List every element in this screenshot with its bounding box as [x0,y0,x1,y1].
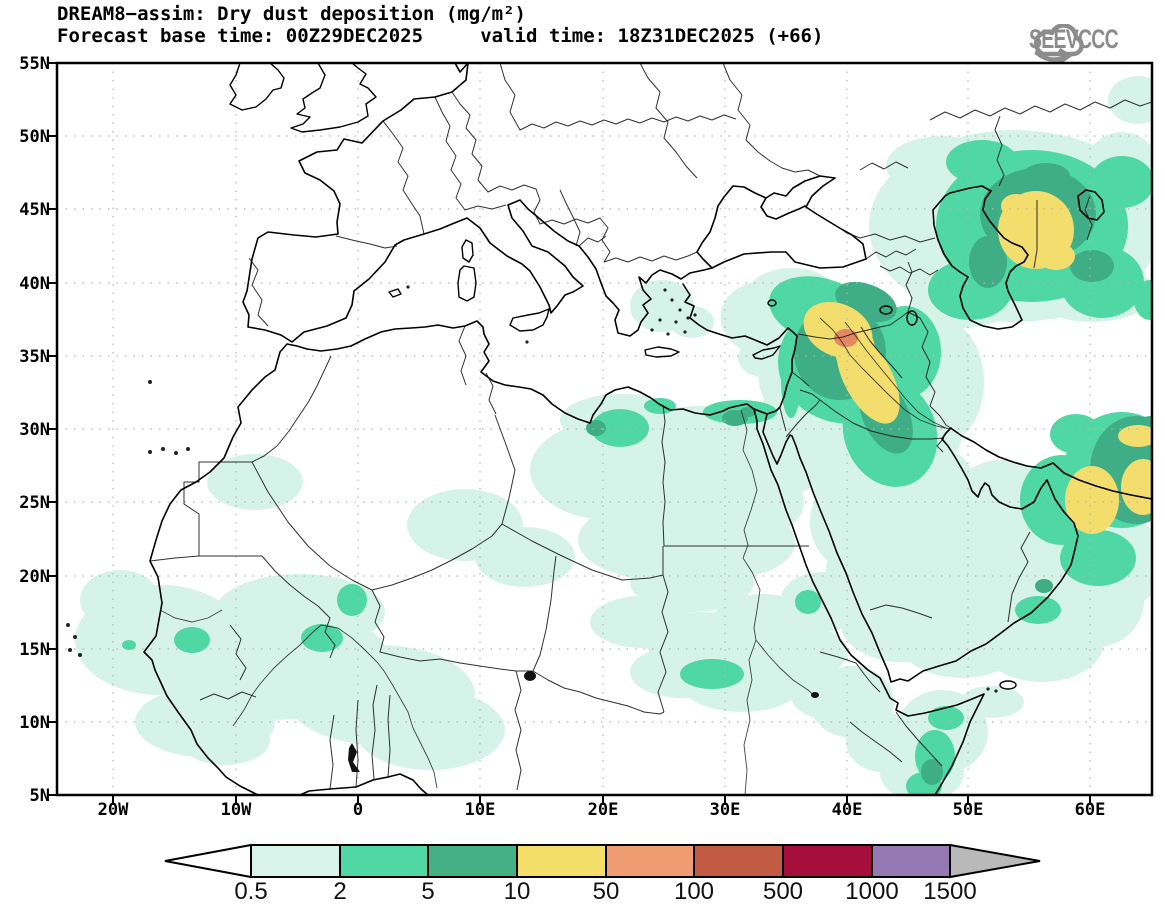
colorbar-seg-6 [693,844,784,878]
lon-label-20e: 20E [587,800,619,820]
dust-layer-level4 [803,191,1152,534]
seevccc-cloud-icon [1033,24,1084,65]
lon-label-10w: 10W [220,800,252,820]
small-islands [66,285,998,693]
lon-label-0: 0 [352,800,364,820]
lat-label-10n: 10N [19,713,50,733]
colorbar-value-5: 5 [421,878,435,905]
colorbar-seg-3 [427,844,518,878]
lon-label-30e: 30E [709,800,741,820]
lakes [348,671,819,772]
colorbar-right-arrow [949,843,1041,879]
colorbar-seg-4 [516,844,607,878]
lon-label-50e: 50E [952,800,984,820]
colorbar-value-10: 10 [503,878,531,905]
colorbar-value-1500: 1500 [923,878,977,905]
colorbar [164,843,1041,879]
colorbar-value-50: 50 [592,878,620,905]
colorbar-seg-5 [605,844,695,878]
colorbar-value-0.5: 0.5 [234,878,268,905]
colorbar-seg-8 [871,844,951,878]
lat-label-45n: 45N [19,200,50,220]
forecast-time-subtitle: Forecast base time: 00Z29DEC2025 valid t… [57,25,824,47]
lat-label-25n: 25N [19,493,50,513]
lat-label-55n: 55N [19,54,50,74]
colorbar-value-100: 100 [673,878,715,905]
logo-text: SEEVCCC [1029,24,1119,54]
lon-label-40e: 40E [831,800,863,820]
lat-label-20n: 20N [19,567,50,587]
colorbar-value-2: 2 [333,878,347,905]
lon-label-20w: 20W [97,800,129,820]
seevccc-logo: SEEVCCC [1029,24,1157,65]
country-borders [149,63,1152,791]
colorbar-seg-7 [782,844,873,878]
lat-label-35n: 35N [19,347,50,367]
coastlines [143,63,1152,795]
colorbar-left-arrow [164,843,252,879]
lat-label-40n: 40N [19,274,50,294]
colorbar-seg-1 [250,844,341,878]
colorbar-value-1000: 1000 [845,878,899,905]
lat-label-5n: 5N [29,786,50,806]
lon-label-60e: 60E [1074,800,1106,820]
axis-ticks [47,62,1091,805]
colorbar-value-500: 500 [762,878,804,905]
lat-label-30n: 30N [19,420,50,440]
islands [229,63,1017,690]
lat-label-15n: 15N [19,640,50,660]
rivers [159,317,951,795]
lon-label-10e: 10E [464,800,496,820]
graticule [57,63,1152,795]
page-title: DREAM8−assim: Dry dust deposition (mg/m²… [57,3,526,25]
lat-label-50n: 50N [19,127,50,147]
colorbar-seg-2 [339,844,429,878]
